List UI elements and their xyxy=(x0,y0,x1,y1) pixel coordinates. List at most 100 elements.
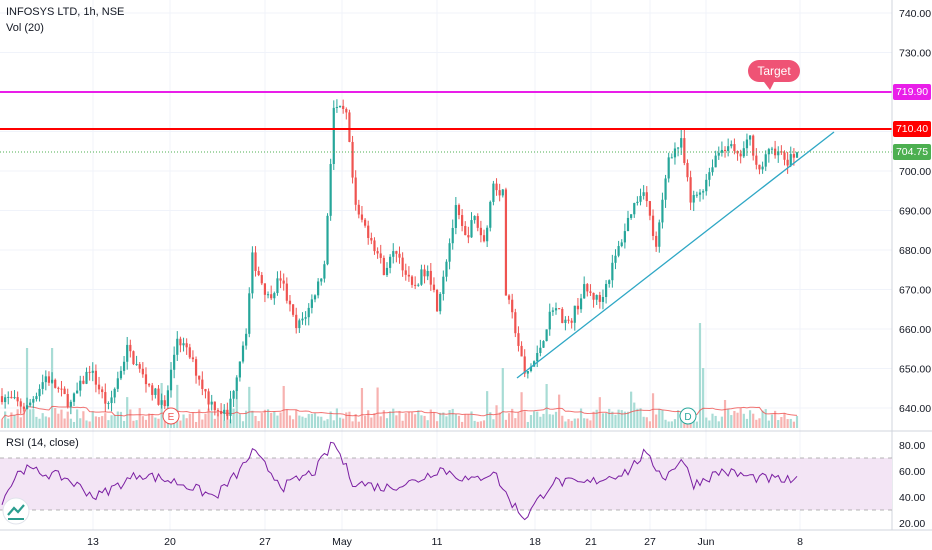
price-tick-label: 660.00 xyxy=(899,324,931,336)
price-tick-label: 650.00 xyxy=(899,364,931,376)
candle-body xyxy=(720,149,723,153)
volume-bar xyxy=(486,391,489,428)
candle-body xyxy=(426,270,429,277)
volume-bar xyxy=(66,411,69,428)
volume-bar xyxy=(614,414,617,428)
volume-bar xyxy=(213,418,216,428)
volume-bar xyxy=(320,416,323,428)
candle-body xyxy=(19,401,22,407)
candle-body xyxy=(382,257,385,276)
volume-bar xyxy=(310,414,313,428)
svg-text:Target: Target xyxy=(757,64,791,78)
volume-bar xyxy=(204,413,207,428)
volume-bar xyxy=(529,415,533,428)
rsi-legend[interactable]: RSI (14, close) xyxy=(6,437,79,449)
candle-body xyxy=(708,172,711,180)
candle-body xyxy=(492,183,495,202)
volume-bar xyxy=(191,412,195,428)
rsi-axis[interactable]: 80.00 60.00 40.00 20.00 xyxy=(899,440,925,530)
candle-body xyxy=(689,177,692,203)
time-tick-label: 20 xyxy=(164,536,176,548)
candle-body xyxy=(401,257,404,271)
volume-bar xyxy=(313,413,317,428)
volume-bar xyxy=(122,420,126,428)
candle-body xyxy=(238,361,241,378)
volume-bar xyxy=(755,419,758,428)
volume-bar xyxy=(10,412,13,428)
symbol-legend[interactable]: INFOSYS LTD, 1h, NSE xyxy=(6,6,125,18)
dividend-marker[interactable]: D xyxy=(679,407,697,425)
volume-bar xyxy=(551,414,554,428)
volume-legend[interactable]: Vol (20) xyxy=(6,22,44,34)
target-callout[interactable]: Target xyxy=(748,60,800,90)
candle-body xyxy=(636,201,639,204)
volume-bar xyxy=(717,421,720,428)
volume-bar xyxy=(426,420,429,428)
candle-body xyxy=(29,402,32,406)
candle-body xyxy=(626,217,630,232)
price-tick-label: 740.00 xyxy=(899,8,931,20)
volume-bar xyxy=(695,421,698,428)
candle-body xyxy=(110,397,113,404)
volume-bar xyxy=(288,415,292,428)
volume-bar xyxy=(676,410,680,428)
price-tick-label: 700.00 xyxy=(899,166,931,178)
candle-body xyxy=(32,399,35,403)
candle-body xyxy=(680,138,683,148)
candle-body xyxy=(138,364,141,369)
candle-body xyxy=(648,201,652,216)
price-axis[interactable]: 740.00730.00720.00710.00700.00690.00680.… xyxy=(899,8,931,415)
volume-bar xyxy=(4,411,7,428)
candle-body xyxy=(50,379,54,383)
volume-bar xyxy=(32,409,35,428)
candle-body xyxy=(542,341,545,348)
candle-body xyxy=(385,267,389,276)
candle-body xyxy=(82,380,85,384)
candle-body xyxy=(326,215,329,265)
volume-bar xyxy=(548,414,551,428)
candle-body xyxy=(479,227,482,236)
candle-body xyxy=(270,294,273,299)
volume-bar xyxy=(479,421,482,428)
volume-bar xyxy=(752,413,755,428)
volume-bar xyxy=(207,408,210,428)
volume-bar xyxy=(489,412,492,428)
candle-body xyxy=(598,295,601,302)
volume-bar xyxy=(770,414,774,428)
candle-body xyxy=(398,253,401,258)
candle-body xyxy=(345,109,348,113)
volume-bar xyxy=(110,415,113,428)
ascending-trendline[interactable] xyxy=(516,131,835,379)
candle-body xyxy=(439,294,442,312)
volume-bar xyxy=(354,414,357,428)
volume-bar xyxy=(232,408,235,428)
candle-body xyxy=(667,157,670,179)
candle-body xyxy=(583,284,586,299)
volume-bar xyxy=(132,420,135,428)
volume-bar xyxy=(611,411,614,428)
candle-body xyxy=(661,199,664,223)
candle-body xyxy=(795,152,799,158)
time-axis[interactable]: 13 20 27 May 11 18 21 27 Jun 8 xyxy=(87,536,803,548)
candle-body xyxy=(392,251,395,257)
earnings-marker[interactable]: E xyxy=(162,407,180,425)
volume-bar xyxy=(595,409,598,428)
volume-bar xyxy=(507,413,511,428)
candle-body xyxy=(727,146,730,152)
volume-bar xyxy=(38,418,41,428)
volume-bar xyxy=(745,418,749,428)
candle-body xyxy=(695,194,698,196)
tradingview-logo-icon[interactable] xyxy=(2,497,30,525)
volume-bar xyxy=(404,413,407,428)
candle-body xyxy=(482,235,486,242)
candle-body xyxy=(467,235,470,238)
volume-bar xyxy=(245,410,248,428)
volume-bar xyxy=(432,412,436,428)
volume-bar xyxy=(307,414,310,428)
volume-bar xyxy=(251,410,254,428)
candle-body xyxy=(348,112,351,142)
candle-body xyxy=(373,240,376,252)
candle-body xyxy=(504,189,508,296)
candle-body xyxy=(464,225,467,236)
